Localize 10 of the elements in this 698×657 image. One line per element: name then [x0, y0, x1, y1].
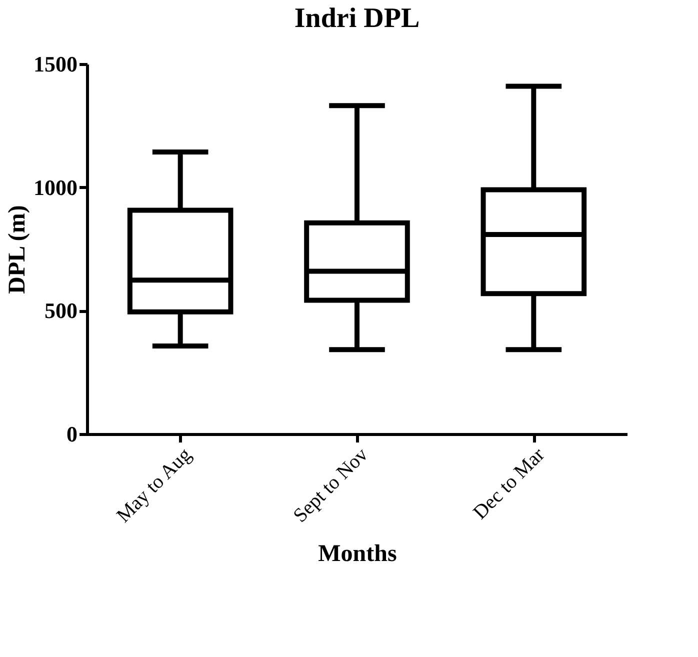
- y-tick-label: 0: [66, 422, 78, 446]
- y-tick-label: 1500: [34, 52, 78, 76]
- x-tick-label: May to Aug: [112, 444, 196, 527]
- y-tick-label: 1000: [34, 174, 78, 200]
- y-axis-title: DPL (m): [4, 205, 30, 294]
- x-tick-label: Dec to Mar: [469, 444, 550, 524]
- chart-title: Indri DPL: [294, 3, 420, 34]
- y-tick-label: 500: [44, 298, 78, 324]
- x-tick-label: Sept to Nov: [289, 444, 372, 527]
- x-axis-title: Months: [318, 540, 397, 567]
